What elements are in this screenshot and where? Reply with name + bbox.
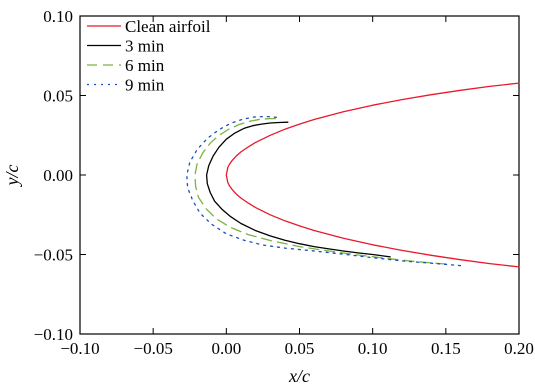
y-tick-label: 0.10 <box>43 7 73 26</box>
x-tick-label: 0.10 <box>358 339 388 358</box>
legend-label-1: 3 min <box>125 37 165 56</box>
series-line-3 <box>186 115 462 267</box>
y-axis-ticks: −0.10 −0.05 0.00 0.05 0.10 <box>34 7 519 344</box>
x-tick-label: −0.10 <box>60 339 99 358</box>
x-tick-label: 0.20 <box>504 339 534 358</box>
x-tick-label: 0.05 <box>285 339 315 358</box>
legend-label-0: Clean airfoil <box>125 17 211 36</box>
y-axis-label: y/c <box>2 165 22 188</box>
legend-label-2: 6 min <box>125 56 165 75</box>
x-tick-label: 0.00 <box>211 339 241 358</box>
x-tick-label: 0.15 <box>431 339 461 358</box>
series-line-1 <box>205 121 391 258</box>
x-axis-ticks: −0.10 −0.05 0.00 0.05 0.10 0.15 0.20 <box>60 16 534 358</box>
y-tick-label: 0.05 <box>43 87 73 106</box>
series-line-0 <box>225 82 520 268</box>
x-axis-label: x/c <box>288 366 310 386</box>
series-layer <box>186 82 520 268</box>
y-tick-label: −0.05 <box>34 246 73 265</box>
x-tick-label: −0.05 <box>133 339 172 358</box>
series-line-2 <box>194 117 447 265</box>
legend-label-3: 9 min <box>125 76 165 95</box>
y-tick-label: 0.00 <box>43 166 73 185</box>
y-tick-label: −0.10 <box>34 325 73 344</box>
